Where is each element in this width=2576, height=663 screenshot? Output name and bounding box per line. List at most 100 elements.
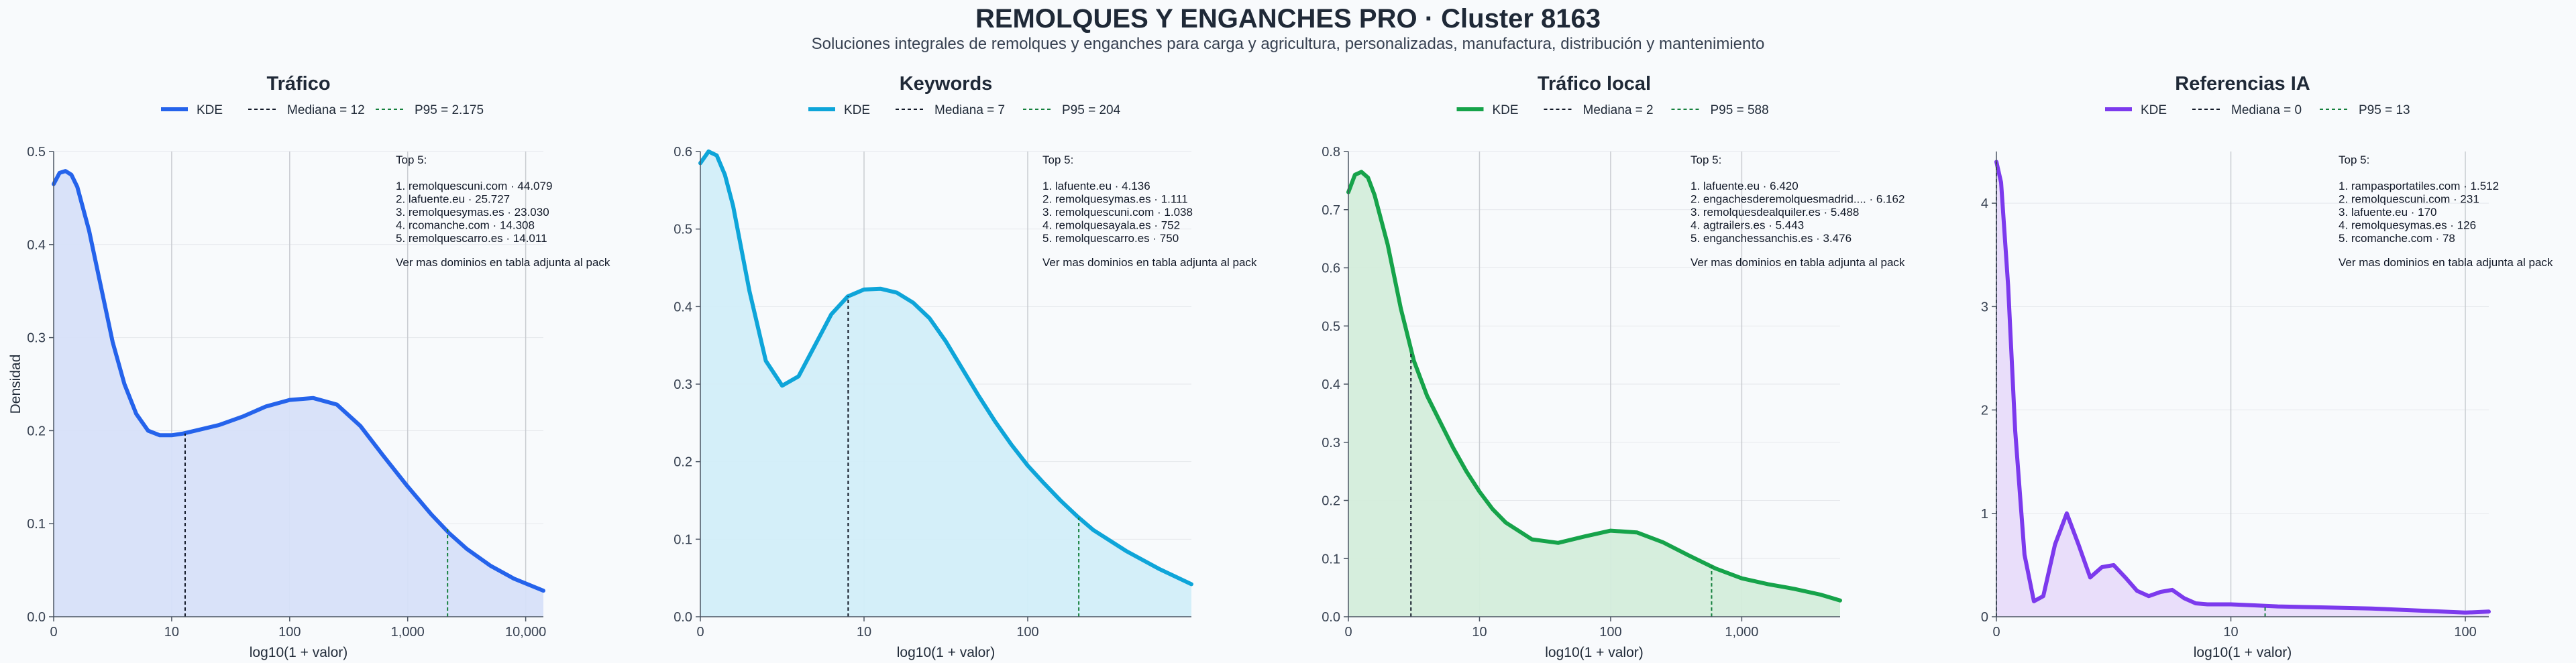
x-tick-label: 100 [1016, 625, 1038, 640]
y-tick-label: 0.0 [27, 610, 46, 625]
legend: KDE Mediana = 0 P95 = 13 [2105, 103, 2410, 117]
y-tick-label: 0.1 [1322, 552, 1340, 566]
top5-footer: Ver mas dominios en tabla adjunta al pac… [1690, 256, 1905, 269]
y-tick-label: 0.2 [1322, 494, 1340, 509]
x-axis-label: log10(1 + valor) [2194, 645, 2292, 660]
x-tick-label: 10 [2223, 625, 2238, 640]
chart-title: Tráfico [266, 73, 330, 95]
top5-item: 4. rcomanche.com · 14.308 [396, 219, 535, 232]
y-tick-label: 0.5 [27, 145, 46, 160]
top5-title: Top 5: [2339, 154, 2369, 166]
top5-item: 2. remolquescuni.com · 231 [2339, 193, 2479, 206]
top5-item: 2. remolquesymas.es · 1.111 [1042, 193, 1188, 206]
top5-footer: Ver mas dominios en tabla adjunta al pac… [2339, 256, 2553, 269]
y-tick-label: 0.4 [1322, 377, 1340, 392]
top5-item: 5. rcomanche.com · 78 [2339, 232, 2455, 245]
x-axis-label: log10(1 + valor) [250, 645, 348, 660]
top5-item: 1. lafuente.eu · 6.420 [1690, 180, 1799, 192]
top5-item: 1. remolquescuni.com · 44.079 [396, 180, 552, 192]
x-tick-label: 0 [50, 625, 57, 640]
legend-label-median: Mediana = 7 [934, 103, 1005, 117]
top5-item: 3. lafuente.eu · 170 [2339, 206, 2437, 219]
top5-item: 1. rampasportatiles.com · 1.512 [2339, 180, 2499, 192]
kde-line [1994, 160, 2491, 615]
top5-item: 4. remolquesayala.es · 752 [1042, 219, 1180, 232]
legend-label-kde: KDE [1493, 103, 1519, 117]
top5-annotation: Top 5: 1. rampasportatiles.com · 1.5122. … [2339, 154, 2553, 269]
y-tick-label: 4 [1981, 196, 1988, 211]
top5-item: 1. lafuente.eu · 4.136 [1042, 180, 1150, 192]
y-tick-label: 0.3 [27, 331, 46, 346]
x-tick-label: 0 [1992, 625, 2000, 640]
y-tick-label: 0.1 [674, 532, 692, 547]
x-tick-label: 10 [857, 625, 871, 640]
y-tick-label: 0.3 [1322, 436, 1340, 450]
y-tick-label: 0.3 [674, 377, 692, 392]
page-title: REMOLQUES Y ENGANCHES PRO · Cluster 8163 [975, 4, 1601, 34]
kde-line [1346, 170, 1842, 603]
x-tick-label: 0 [696, 625, 704, 640]
x-tick-label: 10,000 [505, 625, 546, 640]
legend-label-kde: KDE [197, 103, 223, 117]
x-tick-label: 10 [1472, 625, 1487, 640]
legend-label-p95: P95 = 588 [1711, 103, 1769, 117]
legend-label-p95: P95 = 204 [1062, 103, 1121, 117]
y-tick-label: 0.7 [1322, 203, 1340, 218]
y-tick-label: 3 [1981, 300, 1988, 314]
y-tick-label: 0.1 [27, 517, 46, 532]
kde-line [52, 169, 545, 593]
top5-item: 2. lafuente.eu · 25.727 [396, 193, 510, 206]
y-tick-label: 0.4 [674, 300, 692, 314]
legend-label-median: Mediana = 2 [1583, 103, 1654, 117]
x-tick-label: 10 [164, 625, 179, 640]
legend: KDE Mediana = 2 P95 = 588 [1456, 103, 1769, 117]
chart-panel-1: Tráfico KDE Mediana = 12 P95 = 2.175 0.0 0.1 0… [8, 73, 610, 660]
chart-title: Keywords [900, 73, 993, 95]
top5-item: 2. engachesderemolquesmadrid.... · 6.162 [1690, 193, 1904, 206]
kde-area [700, 152, 1191, 617]
chart-panel-3: Tráfico local KDE Mediana = 2 P95 = 588 0.0 0… [1322, 73, 1905, 660]
top5-item: 5. remolquescarro.es · 14.011 [396, 232, 547, 245]
y-tick-label: 0.6 [674, 145, 692, 160]
top5-item: 4. remolquesymas.es · 126 [2339, 219, 2476, 232]
kde-area [54, 171, 543, 617]
chart-title: Tráfico local [1538, 73, 1651, 95]
chart-panel-2: Keywords KDE Mediana = 7 P95 = 204 0.0 0.1 0.2… [674, 73, 1257, 660]
top5-title: Top 5: [396, 154, 427, 166]
x-tick-label: 1,000 [391, 625, 425, 640]
y-tick-label: 2 [1981, 404, 1988, 418]
chart-title: Referencias IA [2175, 73, 2310, 95]
top5-footer: Ver mas dominios en tabla adjunta al pac… [396, 256, 610, 269]
y-tick-label: 1 [1981, 507, 1988, 522]
y-tick-label: 0.2 [674, 455, 692, 470]
legend: KDE Mediana = 7 P95 = 204 [808, 103, 1121, 117]
x-axis-label: log10(1 + valor) [897, 645, 996, 660]
top5-item: 3. remolquescuni.com · 1.038 [1042, 206, 1193, 219]
y-tick-label: 0.0 [674, 610, 692, 625]
y-tick-label: 0.4 [27, 238, 46, 253]
legend: KDE Mediana = 12 P95 = 2.175 [161, 103, 484, 117]
top5-item: 3. remolquesdealquiler.es · 5.488 [1690, 206, 1859, 219]
x-tick-label: 100 [278, 625, 301, 640]
top5-item: 3. remolquesymas.es · 23.030 [396, 206, 549, 219]
top5-item: 5. remolquescarro.es · 750 [1042, 232, 1179, 245]
legend-label-p95: P95 = 2.175 [415, 103, 484, 117]
y-tick-label: 0.5 [1322, 319, 1340, 334]
legend-label-median: Mediana = 12 [287, 103, 365, 117]
top5-item: 4. agtrailers.es · 5.443 [1690, 219, 1804, 232]
legend-label-median: Mediana = 0 [2231, 103, 2302, 117]
kde-line [698, 149, 1193, 587]
top5-footer: Ver mas dominios en tabla adjunta al pac… [1042, 256, 1257, 269]
x-tick-label: 100 [1599, 625, 1621, 640]
y-tick-label: 0.0 [1322, 610, 1340, 625]
y-tick-label: 0.8 [1322, 145, 1340, 160]
chart-panel-4: Referencias IA KDE Mediana = 0 P95 = 13 0 1 2 3… [1981, 73, 2553, 660]
y-tick-label: 0.2 [27, 424, 46, 438]
y-tick-label: 0.6 [1322, 261, 1340, 276]
x-tick-label: 1,000 [1725, 625, 1758, 640]
legend-label-p95: P95 = 13 [2359, 103, 2410, 117]
legend-label-kde: KDE [844, 103, 870, 117]
